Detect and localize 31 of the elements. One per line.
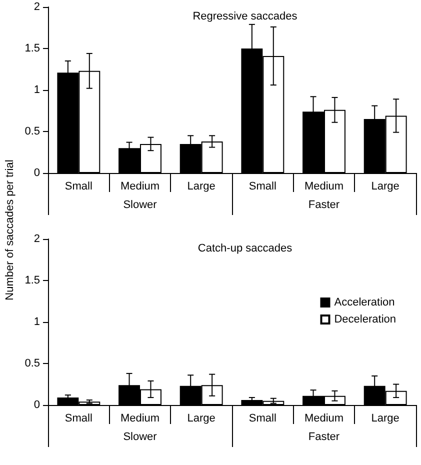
y-tick-label: 1.5 xyxy=(24,274,40,286)
chart-title: Catch-up saccades xyxy=(198,242,293,254)
y-axis-title: Number of saccades per trial xyxy=(4,158,16,302)
chart-title: Regressive saccades xyxy=(192,10,298,22)
x-tick-label: Large xyxy=(371,180,400,192)
y-tick-label: 0.5 xyxy=(24,358,40,370)
x-tick-label: Medium xyxy=(304,180,344,192)
x-tick-label: Medium xyxy=(120,180,160,192)
y-tick-label: 2 xyxy=(34,233,40,245)
x-tick-label: Medium xyxy=(120,412,160,424)
text: Faster xyxy=(308,199,340,211)
y-tick-label: 0 xyxy=(34,399,40,411)
x-tick-label: Small xyxy=(64,180,92,192)
x-tick-label: Large xyxy=(187,180,216,192)
legend-label: Acceleration xyxy=(334,296,395,308)
x-tick-label: Medium xyxy=(304,412,344,424)
y-tick-label: 1 xyxy=(34,84,40,96)
text: Faster xyxy=(308,431,340,443)
y-tick-label: 1 xyxy=(34,316,40,328)
text: Slower xyxy=(123,431,157,443)
y-tick-label: 1.5 xyxy=(24,42,40,54)
x-tick-label: Large xyxy=(371,412,400,424)
y-tick-label: 0.5 xyxy=(24,126,40,138)
x-tick-label: Small xyxy=(64,412,92,424)
x-tick-label: Large xyxy=(187,412,216,424)
y-tick-label: 2 xyxy=(34,1,40,13)
x-tick-label: Small xyxy=(248,180,276,192)
legend-label: Deceleration xyxy=(334,314,396,326)
y-tick-label: 0 xyxy=(34,167,40,179)
x-tick-label: Small xyxy=(248,412,276,424)
text: Slower xyxy=(123,199,157,211)
